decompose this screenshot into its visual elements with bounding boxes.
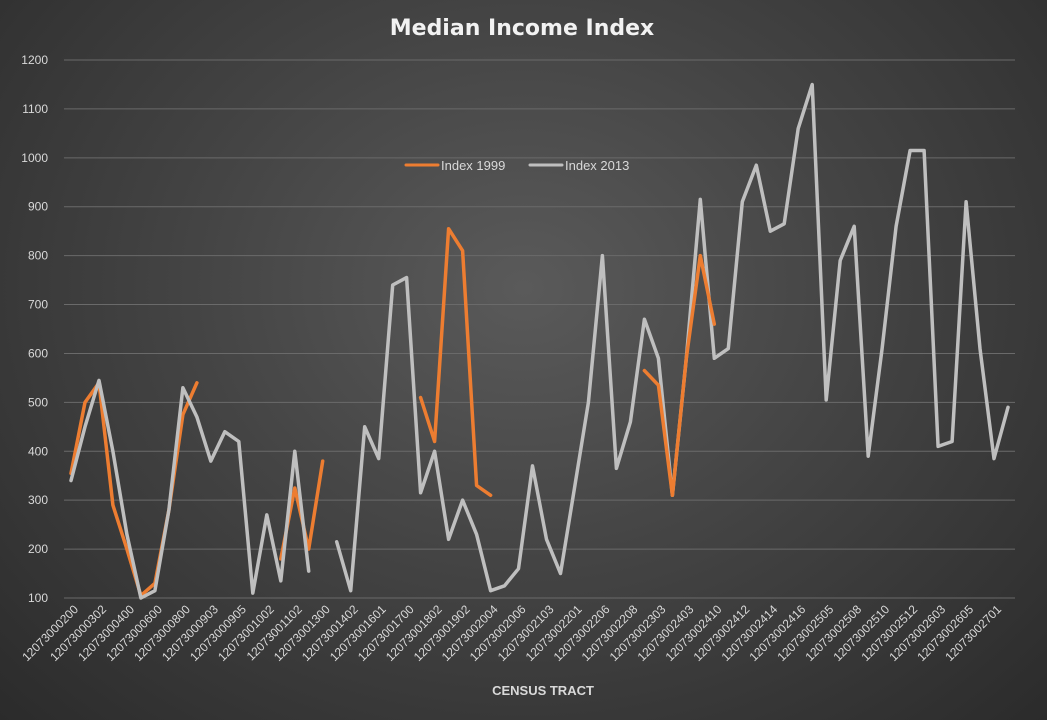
y-tick-label: 1000: [21, 151, 48, 165]
y-tick-label: 1100: [22, 102, 48, 116]
y-tick-label: 700: [28, 298, 48, 312]
y-tick-label: 900: [28, 200, 48, 214]
y-tick-label: 300: [28, 493, 48, 507]
y-axis-ticks: 100 200 300 400 500 600 700 800 900 1000 1100 1200: [21, 53, 48, 605]
y-tick-label: 600: [28, 346, 48, 360]
y-tick-label: 500: [28, 395, 48, 409]
y-tick-label: 800: [28, 249, 48, 263]
gridlines: [64, 59, 1015, 599]
y-tick-label: 200: [28, 542, 48, 556]
legend: Index 1999 Index 2013: [404, 158, 629, 173]
x-axis-ticks: 1207300020012073000302120730004001207300…: [19, 602, 1004, 664]
y-tick-label: 100: [28, 591, 48, 605]
chart-title: Median Income Index: [390, 16, 654, 41]
series-line-2: [642, 253, 717, 498]
series-lines: [69, 82, 1010, 600]
y-tick-label: 1200: [21, 53, 48, 67]
legend-label-index-2013: Index 2013: [565, 158, 629, 173]
series-line-1: [69, 82, 1010, 600]
y-tick-label: 400: [28, 444, 48, 458]
series-line-0: [69, 226, 493, 598]
x-axis-title: CENSUS TRACT: [492, 683, 594, 698]
legend-label-index-1999: Index 1999: [441, 158, 505, 173]
